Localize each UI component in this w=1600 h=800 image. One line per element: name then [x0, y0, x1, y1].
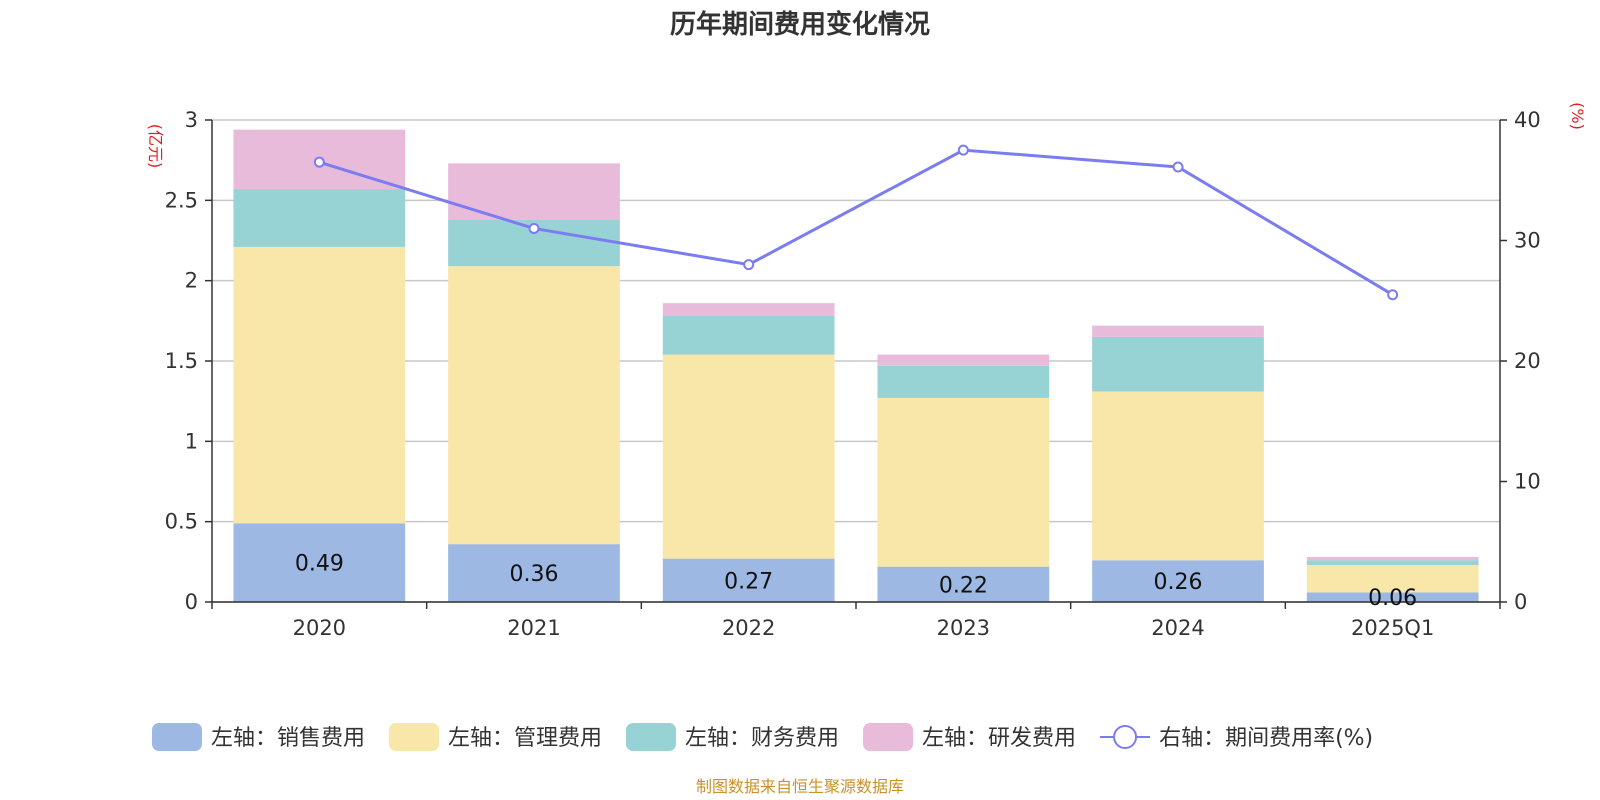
data-label-series0-2022: 0.27: [724, 569, 773, 594]
bar-series0-2023: [877, 566, 1050, 602]
legend-item-0[interactable]: 左轴：销售费用: [152, 723, 365, 751]
data-label-series0-2023: 0.22: [939, 573, 988, 598]
data-label-series0-2020: 0.49: [295, 552, 344, 577]
right-tick-label-3: 30: [1514, 229, 1541, 253]
right-tick-label-1: 10: [1514, 470, 1541, 494]
x-tick-label-2022: 2022: [722, 616, 775, 640]
rate-point-2022: [743, 259, 755, 271]
rate-point-2020: [313, 156, 325, 168]
left-axis-unit: (亿元): [146, 124, 165, 169]
bar-series0-2022: [662, 558, 835, 602]
bar-series2-2023: [877, 365, 1050, 398]
legend-item-2[interactable]: 左轴：财务费用: [626, 723, 839, 751]
bar-series2-2022: [662, 316, 835, 355]
legend-marker-icon: [1113, 725, 1138, 749]
data-label-series0-2024: 0.26: [1154, 570, 1203, 595]
bar-series1-2022: [662, 354, 835, 559]
legend-label-3: 左轴：研发费用: [922, 726, 1076, 751]
grid-lines: [212, 119, 1500, 603]
bar-series0-2021: [448, 544, 620, 602]
legend-item-1[interactable]: 左轴：管理费用: [389, 723, 602, 751]
bar-series2-2025Q1: [1306, 560, 1479, 566]
legend-item-4[interactable]: 右轴：期间费用率(%): [1100, 725, 1373, 751]
x-tick-label-2020: 2020: [293, 616, 346, 640]
bar-series3-2023: [877, 354, 1050, 366]
x-tick-label-2021: 2021: [507, 616, 560, 640]
legend-label-1: 左轴：管理费用: [448, 726, 602, 751]
x-tick-label-2024: 2024: [1151, 616, 1204, 640]
bars: [233, 129, 1479, 602]
right-tick-label-0: 0: [1514, 590, 1527, 614]
rate-point-2021: [528, 222, 540, 234]
bar-series2-2020: [233, 189, 406, 247]
bar-series3-2022: [662, 303, 835, 317]
bar-series0-2025Q1: [1306, 592, 1479, 602]
left-tick-label-1: 0.5: [165, 510, 198, 534]
legend-swatch-0: [152, 723, 202, 751]
legend-swatch-2: [626, 723, 677, 751]
legend-label-0: 左轴：销售费用: [211, 726, 365, 751]
bar-series0-2020: [233, 523, 406, 602]
rate-point-2024: [1172, 161, 1184, 173]
right-axis-unit: (%): [1568, 102, 1587, 130]
left-tick-label-4: 2: [185, 269, 198, 293]
legend-label-4: 右轴：期间费用率(%): [1159, 726, 1373, 751]
bar-series1-2020: [233, 246, 406, 524]
rate-point-2025Q1: [1387, 289, 1399, 301]
rate-point-2023: [957, 144, 969, 156]
legend-item-3[interactable]: 左轴：研发费用: [863, 723, 1076, 751]
legend: 左轴：销售费用 左轴：管理费用 左轴：财务费用 左轴：研发费用 右轴：期间费用率(%): [152, 723, 1373, 751]
left-tick-label-0: 0: [185, 590, 198, 614]
data-label-series0-2025Q1: 0.06: [1368, 586, 1417, 611]
legend-swatch-1: [389, 723, 440, 751]
bar-series1-2021: [448, 266, 620, 545]
bar-series2-2024: [1092, 336, 1264, 392]
right-tick-label-4: 40: [1514, 108, 1541, 132]
x-tick-label-2023: 2023: [937, 616, 990, 640]
data-labels: 0.49 0.36 0.27 0.22 0.26 0.06: [295, 552, 1417, 612]
x-tick-label-2025Q1: 2025Q1: [1351, 616, 1434, 640]
rate-line-path: [318, 148, 1394, 297]
legend-label-2: 左轴：财务费用: [685, 726, 839, 751]
left-tick-label-5: 2.5: [165, 188, 198, 212]
left-tick-label-2: 1: [185, 429, 198, 453]
bar-series3-2025Q1: [1306, 557, 1479, 561]
rate-line: [313, 144, 1399, 301]
data-label-series0-2021: 0.36: [510, 562, 559, 587]
bar-series1-2025Q1: [1306, 565, 1479, 593]
bar-series1-2024: [1092, 391, 1264, 561]
source-note: 制图数据来自恒生聚源数据库: [696, 777, 904, 796]
bar-series0-2024: [1092, 560, 1264, 602]
left-tick-label-6: 3: [185, 108, 198, 132]
bar-series1-2023: [877, 397, 1050, 567]
legend-swatch-3: [863, 723, 914, 751]
bar-series3-2024: [1092, 325, 1264, 337]
chart-title: 历年期间费用变化情况: [670, 9, 930, 40]
right-tick-label-2: 20: [1514, 349, 1541, 373]
left-tick-label-3: 1.5: [165, 349, 198, 373]
